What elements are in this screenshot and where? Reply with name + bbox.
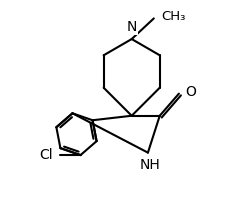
- Text: NH: NH: [139, 158, 160, 172]
- Text: Cl: Cl: [39, 148, 53, 162]
- Text: O: O: [185, 85, 195, 99]
- Text: CH₃: CH₃: [160, 11, 185, 23]
- Text: N: N: [126, 20, 136, 34]
